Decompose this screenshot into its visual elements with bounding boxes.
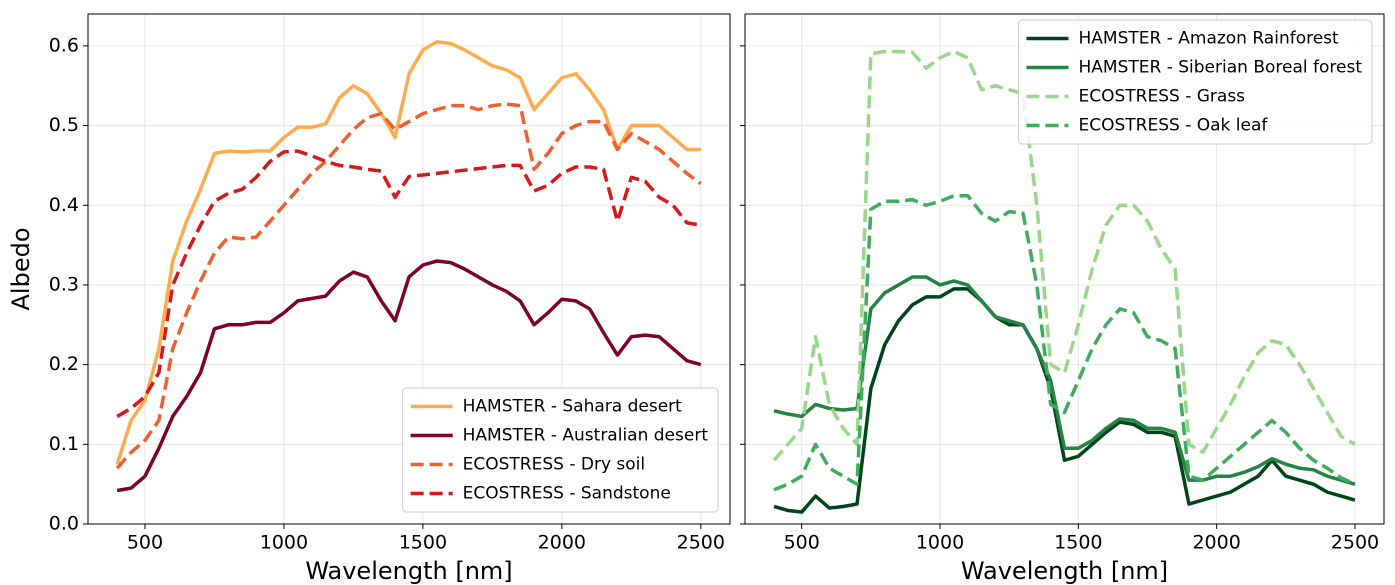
legend-box	[402, 387, 719, 513]
x-tick-label: 1000	[916, 532, 964, 554]
y-tick-label: 0.5	[49, 114, 79, 136]
x-tick-label: 1500	[399, 532, 447, 554]
legend: HAMSTER - Amazon Rainforest HAMSTER - Sib…	[1018, 19, 1373, 145]
series-line	[115, 40, 701, 465]
legend-label: HAMSTER - Australian desert	[463, 426, 709, 446]
legend-label: HAMSTER - Amazon Rainforest	[1079, 29, 1340, 49]
axes-frame	[87, 13, 731, 525]
series-line	[116, 149, 702, 418]
x-tick-label: 1000	[260, 532, 308, 554]
y-tick-label: 0.3	[49, 273, 79, 295]
x-tick-label: 500	[127, 532, 163, 554]
series-line	[115, 102, 702, 470]
series-line	[773, 287, 1356, 514]
x-tick-label: 500	[784, 532, 820, 554]
series-line	[773, 275, 1356, 486]
legend-label: ECOSTRESS - Dry soil	[463, 455, 646, 475]
y-tick-label: 0.4	[49, 194, 79, 216]
legend-box	[1018, 19, 1373, 145]
series-line	[772, 49, 1356, 462]
x-tick-label: 1500	[1054, 532, 1102, 554]
x-tick-label: 2000	[1192, 532, 1240, 554]
y-tick-label: 0.6	[49, 34, 79, 56]
legend-label: HAMSTER - Sahara desert	[463, 397, 683, 417]
legend-label: ECOSTRESS - Oak leaf	[1079, 116, 1269, 136]
legend-label: ECOSTRESS - Sandstone	[463, 484, 671, 504]
legend: HAMSTER - Sahara desert HAMSTER - Austral…	[402, 387, 719, 513]
y-tick-label: 0.2	[49, 353, 79, 375]
x-tick-label: 2500	[677, 532, 725, 554]
x-tick-label: 2000	[538, 532, 586, 554]
legend-label: ECOSTRESS - Grass	[1079, 87, 1246, 107]
legend-label: HAMSTER - Siberian Boreal forest	[1079, 58, 1363, 78]
x-axis-label: Wavelength [nm]	[305, 557, 512, 585]
x-tick-label: 2500	[1331, 532, 1379, 554]
axes-frame	[744, 13, 1385, 525]
y-tick-label: 0.1	[49, 433, 79, 455]
y-tick-label: 0.0	[49, 513, 79, 535]
y-axis-label: Albedo	[7, 227, 35, 310]
series-line	[773, 193, 1356, 492]
series-line	[116, 259, 702, 493]
x-axis-label: Wavelength [nm]	[961, 557, 1168, 585]
